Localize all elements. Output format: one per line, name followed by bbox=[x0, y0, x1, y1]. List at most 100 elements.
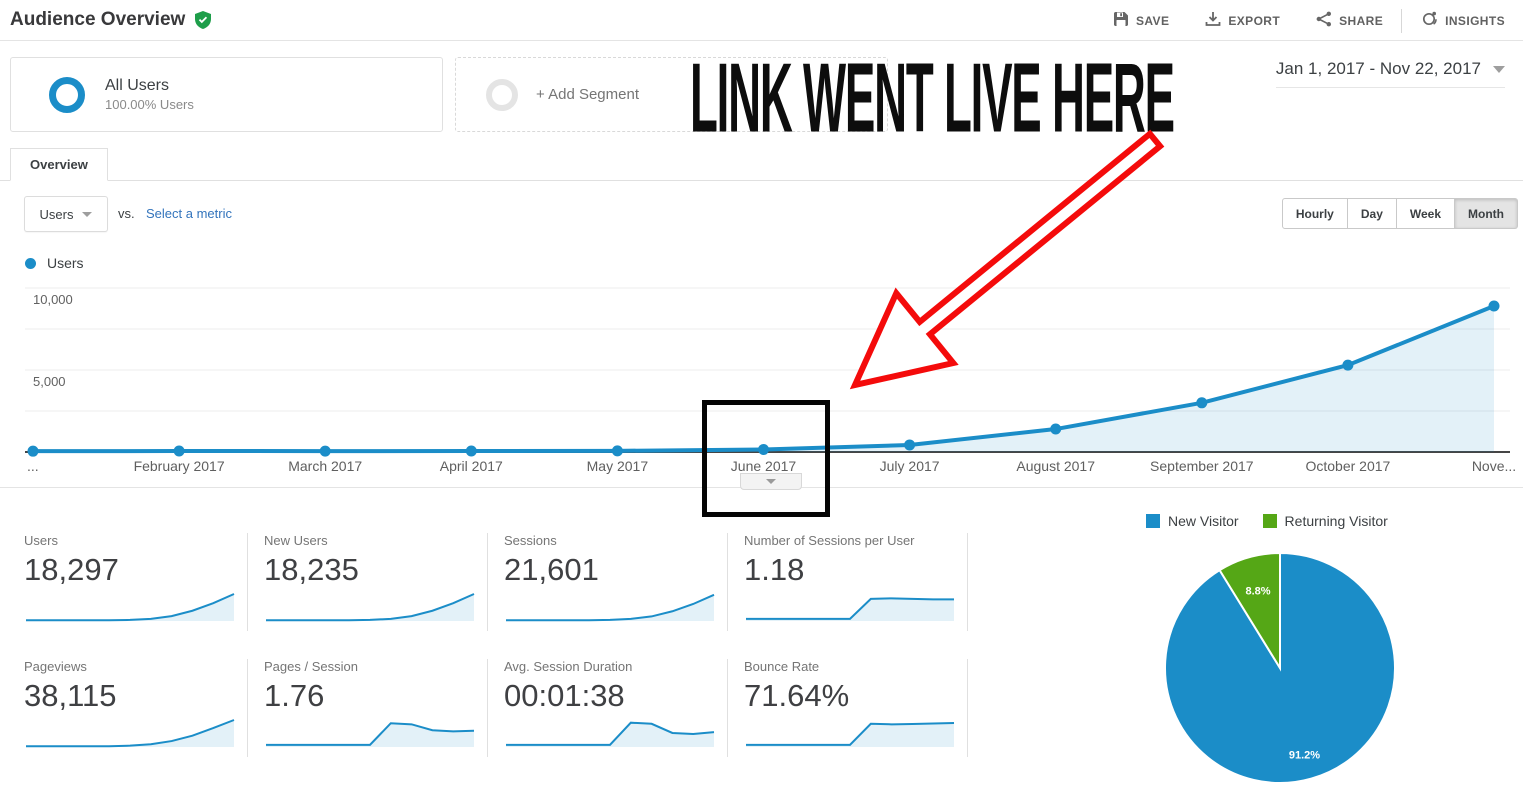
scorecard-value: 71.64% bbox=[744, 678, 850, 713]
chevron-down-icon bbox=[82, 211, 93, 217]
scorecard-bounce-rate: Bounce Rate 71.64% bbox=[744, 659, 959, 749]
vs-label: vs. bbox=[118, 206, 135, 221]
users-series-legend: Users bbox=[25, 255, 84, 271]
scorecard-number-of-sessions-per-user: Number of Sessions per User 1.18 bbox=[744, 533, 959, 623]
scorecard-divider bbox=[967, 533, 968, 631]
scorecard-label: Avg. Session Duration bbox=[504, 659, 633, 674]
x-tick: February 2017 bbox=[133, 458, 225, 474]
scorecard-label: Users bbox=[24, 533, 58, 548]
metric-dropdown-label: Users bbox=[39, 206, 74, 222]
scorecard-label: Pageviews bbox=[24, 659, 87, 674]
scorecard-sparkline bbox=[26, 719, 235, 748]
scorecard-divider bbox=[487, 659, 488, 757]
y-tick: 5,000 bbox=[33, 374, 66, 389]
x-tick: ... bbox=[27, 458, 39, 474]
save-icon bbox=[1113, 11, 1129, 30]
scorecard-value: 18,297 bbox=[24, 552, 119, 587]
pie-slice-0 bbox=[1164, 551, 1396, 784]
pie-legend-item: New Visitor bbox=[1146, 513, 1239, 529]
scorecard-sparkline bbox=[746, 597, 954, 621]
topbar-actions: SAVE EXPORT SHARE INSIGHTS bbox=[1095, 0, 1523, 41]
scorecard-sessions: Sessions 21,601 bbox=[504, 533, 719, 623]
scorecard-divider bbox=[247, 659, 248, 757]
granularity-week-button[interactable]: Week bbox=[1396, 198, 1456, 229]
tab-overview[interactable]: Overview bbox=[10, 148, 108, 181]
export-button[interactable]: EXPORT bbox=[1187, 11, 1298, 30]
scorecard-pageviews: Pageviews 38,115 bbox=[24, 659, 239, 749]
select-metric-link[interactable]: Select a metric bbox=[146, 206, 232, 221]
scorecard-value: 18,235 bbox=[264, 552, 359, 587]
legend-label: Returning Visitor bbox=[1284, 513, 1388, 529]
segment-title: All Users bbox=[105, 77, 170, 94]
x-tick: Nove... bbox=[1471, 458, 1517, 474]
add-segment-label: + Add Segment bbox=[536, 86, 639, 103]
share-button[interactable]: SHARE bbox=[1298, 11, 1401, 30]
x-tick: June 2017 bbox=[730, 458, 797, 474]
add-segment-button[interactable]: + Add Segment bbox=[455, 57, 888, 132]
insights-button[interactable]: INSIGHTS bbox=[1402, 10, 1523, 31]
scorecard-sparkline bbox=[266, 593, 475, 622]
scorecard-sparkline bbox=[26, 593, 235, 622]
scorecard-sparkline bbox=[266, 722, 475, 747]
x-tick: September 2017 bbox=[1150, 458, 1254, 474]
scorecard-label: Sessions bbox=[504, 533, 557, 548]
pie-slice-label: 8.8% bbox=[1245, 586, 1270, 598]
granularity-hourly-button[interactable]: Hourly bbox=[1281, 198, 1348, 229]
scorecard-sparkline bbox=[506, 593, 715, 622]
metric-dropdown[interactable]: Users bbox=[24, 196, 108, 232]
legend-swatch-icon bbox=[1146, 514, 1160, 528]
actions-divider bbox=[1401, 8, 1403, 33]
segment-all-users[interactable]: All Users 100.00% Users bbox=[10, 57, 443, 132]
page-title: Audience Overview bbox=[10, 9, 186, 30]
legend-label: New Visitor bbox=[1168, 513, 1239, 529]
verified-shield-icon bbox=[193, 10, 213, 30]
scorecard-divider bbox=[487, 533, 488, 631]
x-tick: October 2017 bbox=[1305, 458, 1391, 474]
scorecard-label: Number of Sessions per User bbox=[744, 533, 915, 548]
annotations-expander-button[interactable] bbox=[740, 473, 802, 490]
save-button[interactable]: SAVE bbox=[1095, 11, 1187, 30]
chevron-down-icon bbox=[1493, 65, 1505, 73]
users-legend-dot-icon bbox=[25, 257, 36, 269]
scorecard-divider bbox=[727, 533, 728, 631]
scorecard-label: New Users bbox=[264, 533, 328, 548]
pie-legend: New Visitor Returning Visitor bbox=[1146, 513, 1388, 529]
x-tick: March 2017 bbox=[288, 458, 363, 474]
granularity-month-button[interactable]: Month bbox=[1455, 198, 1518, 229]
scorecard-divider bbox=[247, 533, 248, 631]
export-icon bbox=[1205, 11, 1221, 30]
tab-strip: Overview bbox=[0, 147, 1523, 181]
y-tick: 10,000 bbox=[33, 292, 73, 307]
scorecard-value: 1.18 bbox=[744, 552, 805, 587]
insights-icon bbox=[1420, 10, 1438, 31]
share-icon bbox=[1316, 11, 1332, 30]
granularity-day-button[interactable]: Day bbox=[1347, 198, 1397, 229]
x-tick: April 2017 bbox=[439, 458, 503, 474]
x-tick: May 2017 bbox=[586, 458, 649, 474]
scorecard-pages-session: Pages / Session 1.76 bbox=[264, 659, 479, 749]
pie-slice-label: 91.2% bbox=[1289, 749, 1320, 761]
chevron-down-icon bbox=[766, 479, 776, 484]
visitor-type-pie-chart: 91.2% 8.8% bbox=[1164, 551, 1396, 784]
scorecard-label: Bounce Rate bbox=[744, 659, 820, 674]
annotation-headline: LINK WENT LIVE HERE bbox=[690, 43, 1175, 154]
scorecard-users: Users 18,297 bbox=[24, 533, 239, 623]
scorecard-divider bbox=[967, 659, 968, 757]
segment-ring-icon bbox=[49, 76, 85, 113]
top-bar: Audience Overview SAVE EXPORT SHARE INSI… bbox=[0, 0, 1523, 41]
segment-subtitle: 100.00% Users bbox=[105, 97, 194, 112]
scorecard-sparkline bbox=[746, 721, 955, 747]
scorecard-value: 1.76 bbox=[264, 678, 325, 713]
scorecard-value: 38,115 bbox=[24, 678, 117, 713]
users-legend-label: Users bbox=[47, 255, 84, 271]
legend-swatch-icon bbox=[1262, 514, 1277, 528]
pie-legend-item: Returning Visitor bbox=[1262, 513, 1388, 529]
line-chart-canvas bbox=[25, 287, 1510, 457]
users-line-chart: 5,000 10,000 ... February 2017 March 2017 Ap… bbox=[0, 283, 1523, 490]
scorecard-avg-session-duration: Avg. Session Duration 00:01:38 bbox=[504, 659, 719, 749]
date-range-selector[interactable]: Jan 1, 2017 - Nov 22, 2017 bbox=[1275, 59, 1505, 88]
scorecard-new-users: New Users 18,235 bbox=[264, 533, 479, 623]
scorecard-divider bbox=[727, 659, 728, 757]
scorecard-value: 21,601 bbox=[504, 552, 599, 587]
